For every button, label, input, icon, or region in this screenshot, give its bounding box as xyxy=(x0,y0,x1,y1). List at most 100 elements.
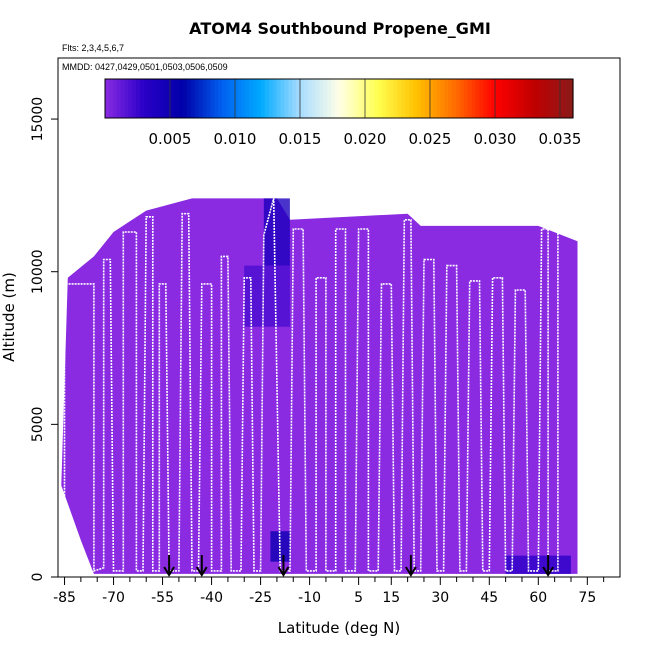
colorbar-cell xyxy=(300,79,305,118)
colorbar-cell xyxy=(335,79,340,118)
colorbar-cell xyxy=(397,79,402,118)
colorbar-cell xyxy=(218,79,223,118)
colorbar-cell xyxy=(514,79,519,118)
colorbar-cell xyxy=(233,79,239,118)
x-tick-label: 15 xyxy=(382,590,400,606)
colorbar-cell xyxy=(456,79,461,118)
colorbar-cell xyxy=(569,79,574,118)
colorbar-cell xyxy=(249,79,254,118)
colorbar-cell xyxy=(257,79,262,118)
colorbar-cell xyxy=(561,79,566,118)
colorbar-cell xyxy=(280,79,285,118)
colorbar-cell xyxy=(210,79,215,118)
colorbar-cell xyxy=(128,79,133,118)
colorbar-cell xyxy=(498,79,504,118)
colorbar-cell xyxy=(432,79,438,118)
colorbar-cell xyxy=(518,79,523,118)
colorbar-cell xyxy=(132,79,137,118)
colorbar-cell xyxy=(171,79,176,118)
colorbar-cell xyxy=(342,79,348,118)
colorbar-cell xyxy=(229,79,235,118)
colorbar-cell xyxy=(237,79,243,118)
colorbar-frame xyxy=(104,78,574,119)
x-tick-label: -70 xyxy=(102,590,125,606)
colorbar-tick-label: 0.035 xyxy=(539,130,582,148)
colorbar-cell xyxy=(307,79,313,118)
colorbar-cell xyxy=(296,79,301,118)
colorbar-cell xyxy=(510,79,516,118)
y-tick-label: 0 xyxy=(30,573,46,582)
flight-track-line xyxy=(63,198,559,572)
arrow-marker-0 xyxy=(163,555,175,577)
colorbar-cell xyxy=(116,79,122,118)
colorbar-cell xyxy=(358,79,363,118)
colorbar-cell xyxy=(378,79,383,118)
colorbar-tick-label: 0.015 xyxy=(279,130,322,148)
colorbar-cell xyxy=(420,79,426,118)
colorbar-cell xyxy=(292,79,297,118)
colorbar-cell xyxy=(159,79,165,118)
colorbar-cell xyxy=(389,79,395,118)
colorbar-cell xyxy=(272,79,278,118)
colorbar: 0.005 0.010 0.015 0.020 0.025 0.030 0.035 xyxy=(104,78,582,148)
colorbar-cell xyxy=(381,79,387,118)
colorbar-cell xyxy=(315,79,321,118)
colorbar-cell xyxy=(120,79,126,118)
colorbar-cell xyxy=(112,79,118,118)
colorbar-cell xyxy=(346,79,352,118)
colorbar-cell xyxy=(467,79,473,118)
colorbar-cell xyxy=(385,79,391,118)
colorbar-cell xyxy=(124,79,129,118)
colorbar-cell xyxy=(323,79,328,118)
colorbar-cell xyxy=(140,79,145,118)
x-tick-label: -85 xyxy=(53,590,76,606)
colorbar-cell xyxy=(428,79,434,118)
colorbar-cell xyxy=(108,79,114,118)
colorbar-cell xyxy=(190,79,196,118)
y-tick-label: 15000 xyxy=(30,97,46,142)
colorbar-cell xyxy=(471,79,477,118)
colorbar-cell xyxy=(366,79,371,118)
arrow-marker-2 xyxy=(277,555,290,577)
colorbar-cell xyxy=(545,79,551,118)
colorbar-cell xyxy=(194,79,200,118)
y-tick-label: 5000 xyxy=(30,407,46,443)
colorbar-cell xyxy=(444,79,449,118)
colorbar-tick-label: 0.005 xyxy=(149,130,192,148)
colorbar-cell xyxy=(319,79,324,118)
colorbar-cell xyxy=(198,79,204,118)
colorbar-cell xyxy=(506,79,512,118)
colorbar-cell xyxy=(424,79,430,118)
x-tick-label: 45 xyxy=(480,590,498,606)
colorbar-cell xyxy=(487,79,492,118)
enhanced-region-3 xyxy=(505,555,571,574)
x-tick-label: -10 xyxy=(298,590,321,606)
colorbar-cell xyxy=(225,79,231,118)
colorbar-cell xyxy=(537,79,543,118)
x-tick-label: 60 xyxy=(529,590,547,606)
colorbar-cell xyxy=(276,79,282,118)
colorbar-tick-label: 0.025 xyxy=(409,130,452,148)
x-axis-label: Latitude (deg N) xyxy=(278,619,400,637)
colorbar-cell xyxy=(303,79,309,118)
colorbar-cell xyxy=(175,79,180,118)
colorbar-cell xyxy=(553,79,558,118)
concentration-field xyxy=(61,198,578,574)
colorbar-cell xyxy=(105,79,110,118)
flights-annotation: Flts: 2,3,4,5,6,7 xyxy=(62,43,124,53)
colorbar-cell xyxy=(264,79,270,118)
colorbar-cell xyxy=(183,79,188,118)
colorbar-tick-label: 0.020 xyxy=(344,130,387,148)
colorbar-cell xyxy=(339,79,344,118)
colorbar-cell xyxy=(463,79,469,118)
arrow-markers xyxy=(163,555,554,577)
colorbar-cell xyxy=(370,79,375,118)
colorbar-cell xyxy=(475,79,480,118)
colorbar-cell xyxy=(502,79,508,118)
colorbar-cell xyxy=(374,79,379,118)
colorbar-cell xyxy=(565,79,570,118)
colorbar-cell xyxy=(155,79,161,118)
colorbar-cell xyxy=(147,79,153,118)
x-tick-label: 5 xyxy=(354,590,363,606)
